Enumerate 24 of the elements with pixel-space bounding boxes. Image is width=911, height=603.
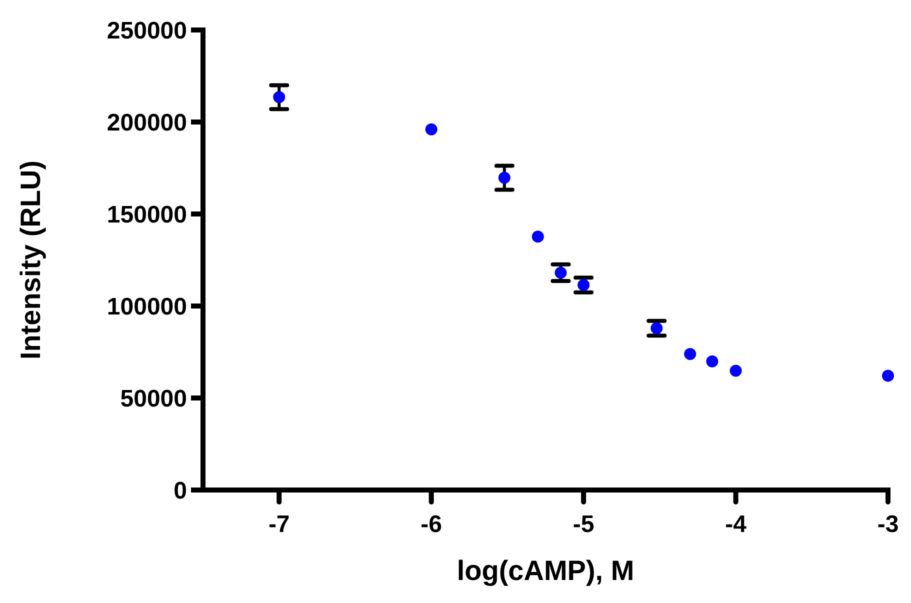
point — [730, 364, 742, 377]
y-tick-label: 0 — [174, 477, 187, 504]
x-tick-label: -3 — [877, 511, 899, 538]
y-tick-label: 200000 — [106, 109, 187, 136]
x-tick-label: -7 — [268, 511, 290, 538]
point — [273, 91, 286, 104]
point — [532, 230, 544, 243]
y-tick-label: 100000 — [106, 293, 187, 320]
y-axis-title: Intensity (RLU) — [15, 160, 46, 360]
x-tick-label: -5 — [572, 511, 594, 538]
x-axis-title: log(cAMP), M — [456, 555, 634, 586]
x-tick-label: -4 — [725, 511, 748, 538]
point — [554, 266, 567, 279]
point — [578, 279, 590, 292]
point — [425, 123, 438, 136]
point — [498, 172, 510, 184]
y-tick-label: 150000 — [106, 201, 187, 228]
point — [706, 355, 718, 368]
point — [882, 370, 894, 382]
x-tick-label: -6 — [420, 511, 442, 538]
y-tick-label: 50000 — [120, 385, 187, 412]
y-tick-label: 250000 — [106, 17, 187, 44]
point — [650, 322, 663, 334]
point — [684, 348, 696, 360]
